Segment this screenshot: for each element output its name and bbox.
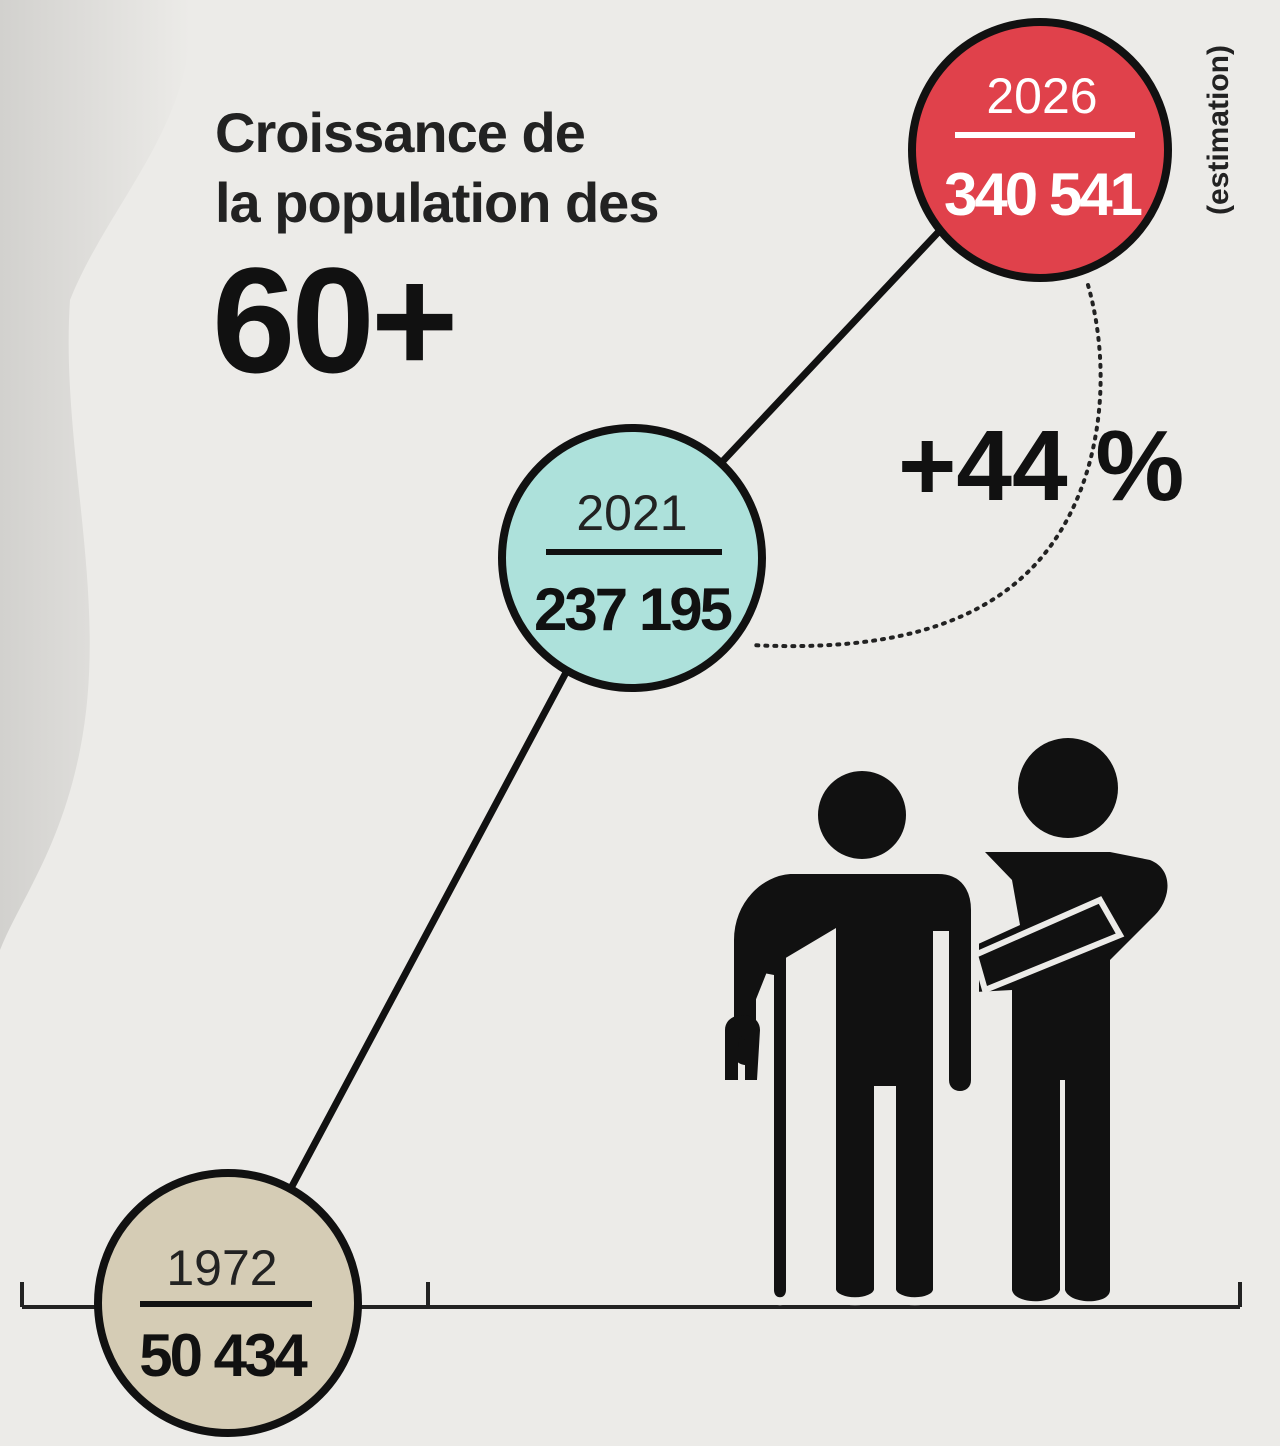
point-2021: 2021 237 195	[498, 424, 766, 692]
point-circle	[498, 424, 766, 692]
dotted-arc	[748, 283, 1103, 649]
people-icon	[725, 738, 1168, 1306]
title-line: Croissance de	[215, 101, 585, 164]
point-value: 340 541	[944, 161, 1142, 228]
connector	[286, 222, 948, 1192]
estimation-note: (estimation)	[1202, 45, 1235, 215]
title-line: la population des	[215, 171, 658, 234]
point-1972: 1972 50 434	[94, 1169, 362, 1437]
point-2026: 2026 340 541	[908, 18, 1172, 282]
background-shade	[0, 0, 191, 950]
point-value: 237 195	[534, 576, 732, 643]
change-label: +44 %	[898, 410, 1184, 522]
point-year: 1972	[166, 1240, 277, 1296]
title-highlight: 60+	[212, 236, 454, 404]
point-value: 50 434	[139, 1322, 308, 1389]
point-year: 2021	[576, 485, 687, 541]
point-year: 2026	[986, 68, 1097, 124]
point-circle	[908, 18, 1172, 282]
